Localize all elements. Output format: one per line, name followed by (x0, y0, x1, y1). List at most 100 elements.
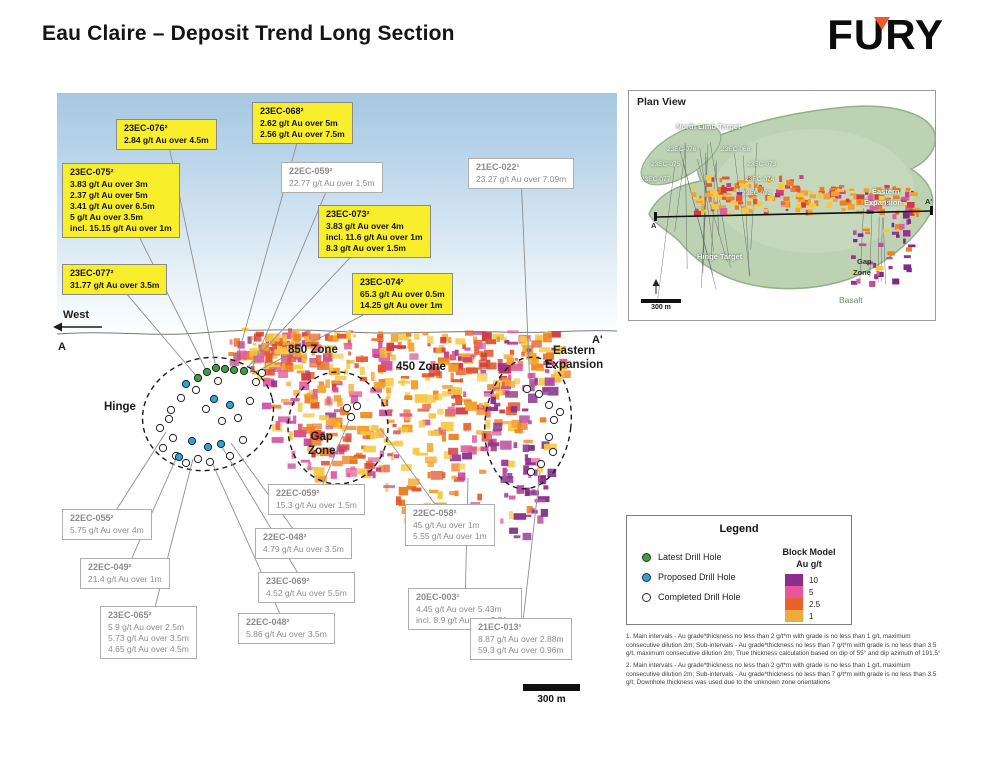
legend-items: Latest Drill Hole Proposed Drill Hole Comp… (642, 552, 741, 602)
completed-drill-collar-icon (251, 377, 261, 387)
plan-label-north-limb-target: North Limb Target (676, 122, 741, 131)
interval-value: 59.3 g/t Au over 0.96m (478, 644, 564, 655)
completed-drill-collar-icon (164, 414, 174, 424)
legend-item: Proposed Drill Hole (642, 572, 741, 582)
plan-section-line (654, 206, 933, 221)
interval-value: 5.9 g/t Au over 2.5m (108, 621, 185, 632)
legend-item-label: Completed Drill Hole (658, 592, 741, 602)
plan-label-a-: A' (925, 197, 933, 206)
completed-drill-collar-icon (238, 435, 248, 445)
proposed-drill-collar-icon (216, 439, 226, 449)
completed-drill-collar-icon (346, 412, 356, 422)
proposed-drill-collar-icon (174, 452, 184, 462)
plan-label-23ec-077: 23EC-077 (641, 176, 671, 183)
latest-drill-collar-icon (211, 363, 221, 373)
interval-value: 65.3 g/t Au over 0.5m (360, 288, 445, 299)
plan-label-zone: Zone (853, 268, 871, 277)
completed-drill-collar-icon (158, 443, 168, 453)
west-arrow-icon (53, 322, 102, 332)
ramp-swatch-icon (785, 598, 803, 610)
callout-3-23EC-073: 23EC-073² 3.83 g/t Au over 4m incl. 11.6 g… (318, 205, 431, 258)
legend: Legend Latest Drill Hole Proposed Drill H… (626, 515, 852, 625)
interval-value: 3.83 g/t Au over 3m (70, 178, 148, 189)
scale-bar (523, 684, 580, 691)
interval-value: 4.65 g/t Au over 4.5m (108, 643, 189, 654)
drill-hole-id: 21EC-013¹ (478, 622, 522, 632)
interval-value: 4.45 g/t Au over 5.43m (416, 603, 502, 614)
interval-value: 45 g/t Au over 1m (413, 519, 480, 530)
basalt-inner-shade (714, 129, 914, 253)
legend-title: Legend (719, 523, 759, 535)
drill-hole-id: 23EC-076² (124, 123, 168, 133)
interval-value: 23.27 g/t Au over 7.09m (476, 173, 567, 184)
completed-drill-collar-icon (245, 396, 255, 406)
completed-drill-collar-icon (526, 467, 536, 477)
section-a-prime-label: A' (592, 334, 603, 346)
callout-4-23EC-077: 23EC-077² 31.77 g/t Au over 3.5m (62, 264, 168, 295)
callout-10-23EC-065: 23EC-065² 5.9 g/t Au over 2.5m 5.73 g/t Au… (100, 606, 197, 659)
completed-drill-collar-icon (544, 400, 554, 410)
page-title: Eau Claire – Deposit Trend Long Section (42, 22, 455, 45)
latest-drill-collar-icon (220, 364, 230, 374)
drill-hole-id: 23EC-077² (70, 268, 114, 278)
interval-value: 2.62 g/t Au over 5m (260, 117, 338, 128)
zone-label-450-zone: 450 Zone (396, 361, 446, 373)
plan-view-graphics (640, 105, 935, 303)
ramp-stop: 1 (785, 610, 820, 622)
interval-value: 15.3 g/t Au over 1.5m (276, 499, 357, 510)
callout-0-23EC-076: 23EC-076² 2.84 g/t Au over 4.5m (116, 119, 217, 150)
completed-drill-collar-icon (176, 393, 186, 403)
drill-hole-id: 23EC-074² (360, 277, 404, 287)
drill-hole-id: 21EC-022¹ (476, 162, 520, 172)
block-model (228, 327, 571, 541)
callout-11-22EC-059: 22EC-059² 15.3 g/t Au over 1.5m (268, 484, 365, 515)
ramp-value: 10 (809, 575, 818, 585)
footnote: 1. Main intervals - Au grade*thickness n… (626, 633, 941, 658)
drill-hole-id: 23EC-075² (70, 167, 114, 177)
callout-14-22EC-048: 22EC-048² 5.86 g/t Au over 3.5m (238, 613, 335, 644)
completed-drill-collar-icon (352, 401, 362, 411)
block-model-subtitle: Au g/t (796, 559, 822, 570)
proposed-drill-collar-icon (203, 442, 213, 452)
plan-label-a: A (651, 221, 657, 230)
completed-drill-collar-icon (549, 415, 559, 425)
proposed-drill-collar-icon (181, 379, 191, 389)
completed-drill-collar-icon (217, 416, 227, 426)
plan-view-title: Plan View (637, 96, 686, 108)
drill-hole-id: 22EC-059² (289, 166, 333, 176)
legend-item-label: Proposed Drill Hole (658, 572, 736, 582)
callout-12-22EC-048: 22EC-048² 4.79 g/t Au over 3.5m (255, 528, 352, 559)
latest-drill-hole-icon (642, 552, 651, 562)
plan-label-23ec-075: 23EC-075 (651, 161, 681, 168)
completed-drill-collar-icon (233, 413, 243, 423)
completed-drill-collar-icon (155, 423, 165, 433)
drill-hole-id: 23EC-068² (260, 106, 304, 116)
ramp-swatch-icon (785, 586, 803, 598)
interval-value: 3.83 g/t Au over 4m (326, 220, 404, 231)
plan-label-23ec-068: 23EC-068 (721, 146, 751, 153)
interval-value: 5.75 g/t Au over 4m (70, 524, 144, 535)
ramp-value: 1 (809, 611, 814, 621)
interval-value: incl. 8.9 g/t Au over 2.51m (416, 614, 515, 625)
completed-drill-hole-icon (642, 592, 651, 602)
completed-drill-collar-icon (166, 405, 176, 415)
completed-drill-collar-icon (168, 433, 178, 443)
block-model-header: Block Model Au g/t (773, 546, 845, 570)
legend-item: Completed Drill Hole (642, 592, 741, 602)
legend-item: Latest Drill Hole (642, 552, 741, 562)
plan-label-23ec-076: 23EC-076 (667, 146, 697, 153)
proposed-drill-collar-icon (209, 394, 219, 404)
interval-value: 21.4 g/t Au over 1m (88, 573, 162, 584)
completed-drill-collar-icon (213, 376, 223, 386)
ramp-value: 5 (809, 587, 814, 597)
completed-drill-collar-icon (522, 384, 532, 394)
interval-value: 3.41 g/t Au over 6.5m (70, 200, 155, 211)
callout-9-22EC-049: 22EC-049² 21.4 g/t Au over 1m (80, 558, 170, 589)
scale-label: 300 m (537, 694, 566, 705)
callout-1-23EC-068: 23EC-068² 2.62 g/t Au over 5m 2.56 g/t Au … (252, 102, 353, 144)
interval-value: 5 g/t Au over 3.5m (70, 211, 143, 222)
interval-value: 5.73 g/t Au over 3.5m (108, 632, 189, 643)
ramp-swatch-icon (785, 574, 803, 586)
interval-value: 8.87 g/t Au over 2.88m (478, 633, 564, 644)
